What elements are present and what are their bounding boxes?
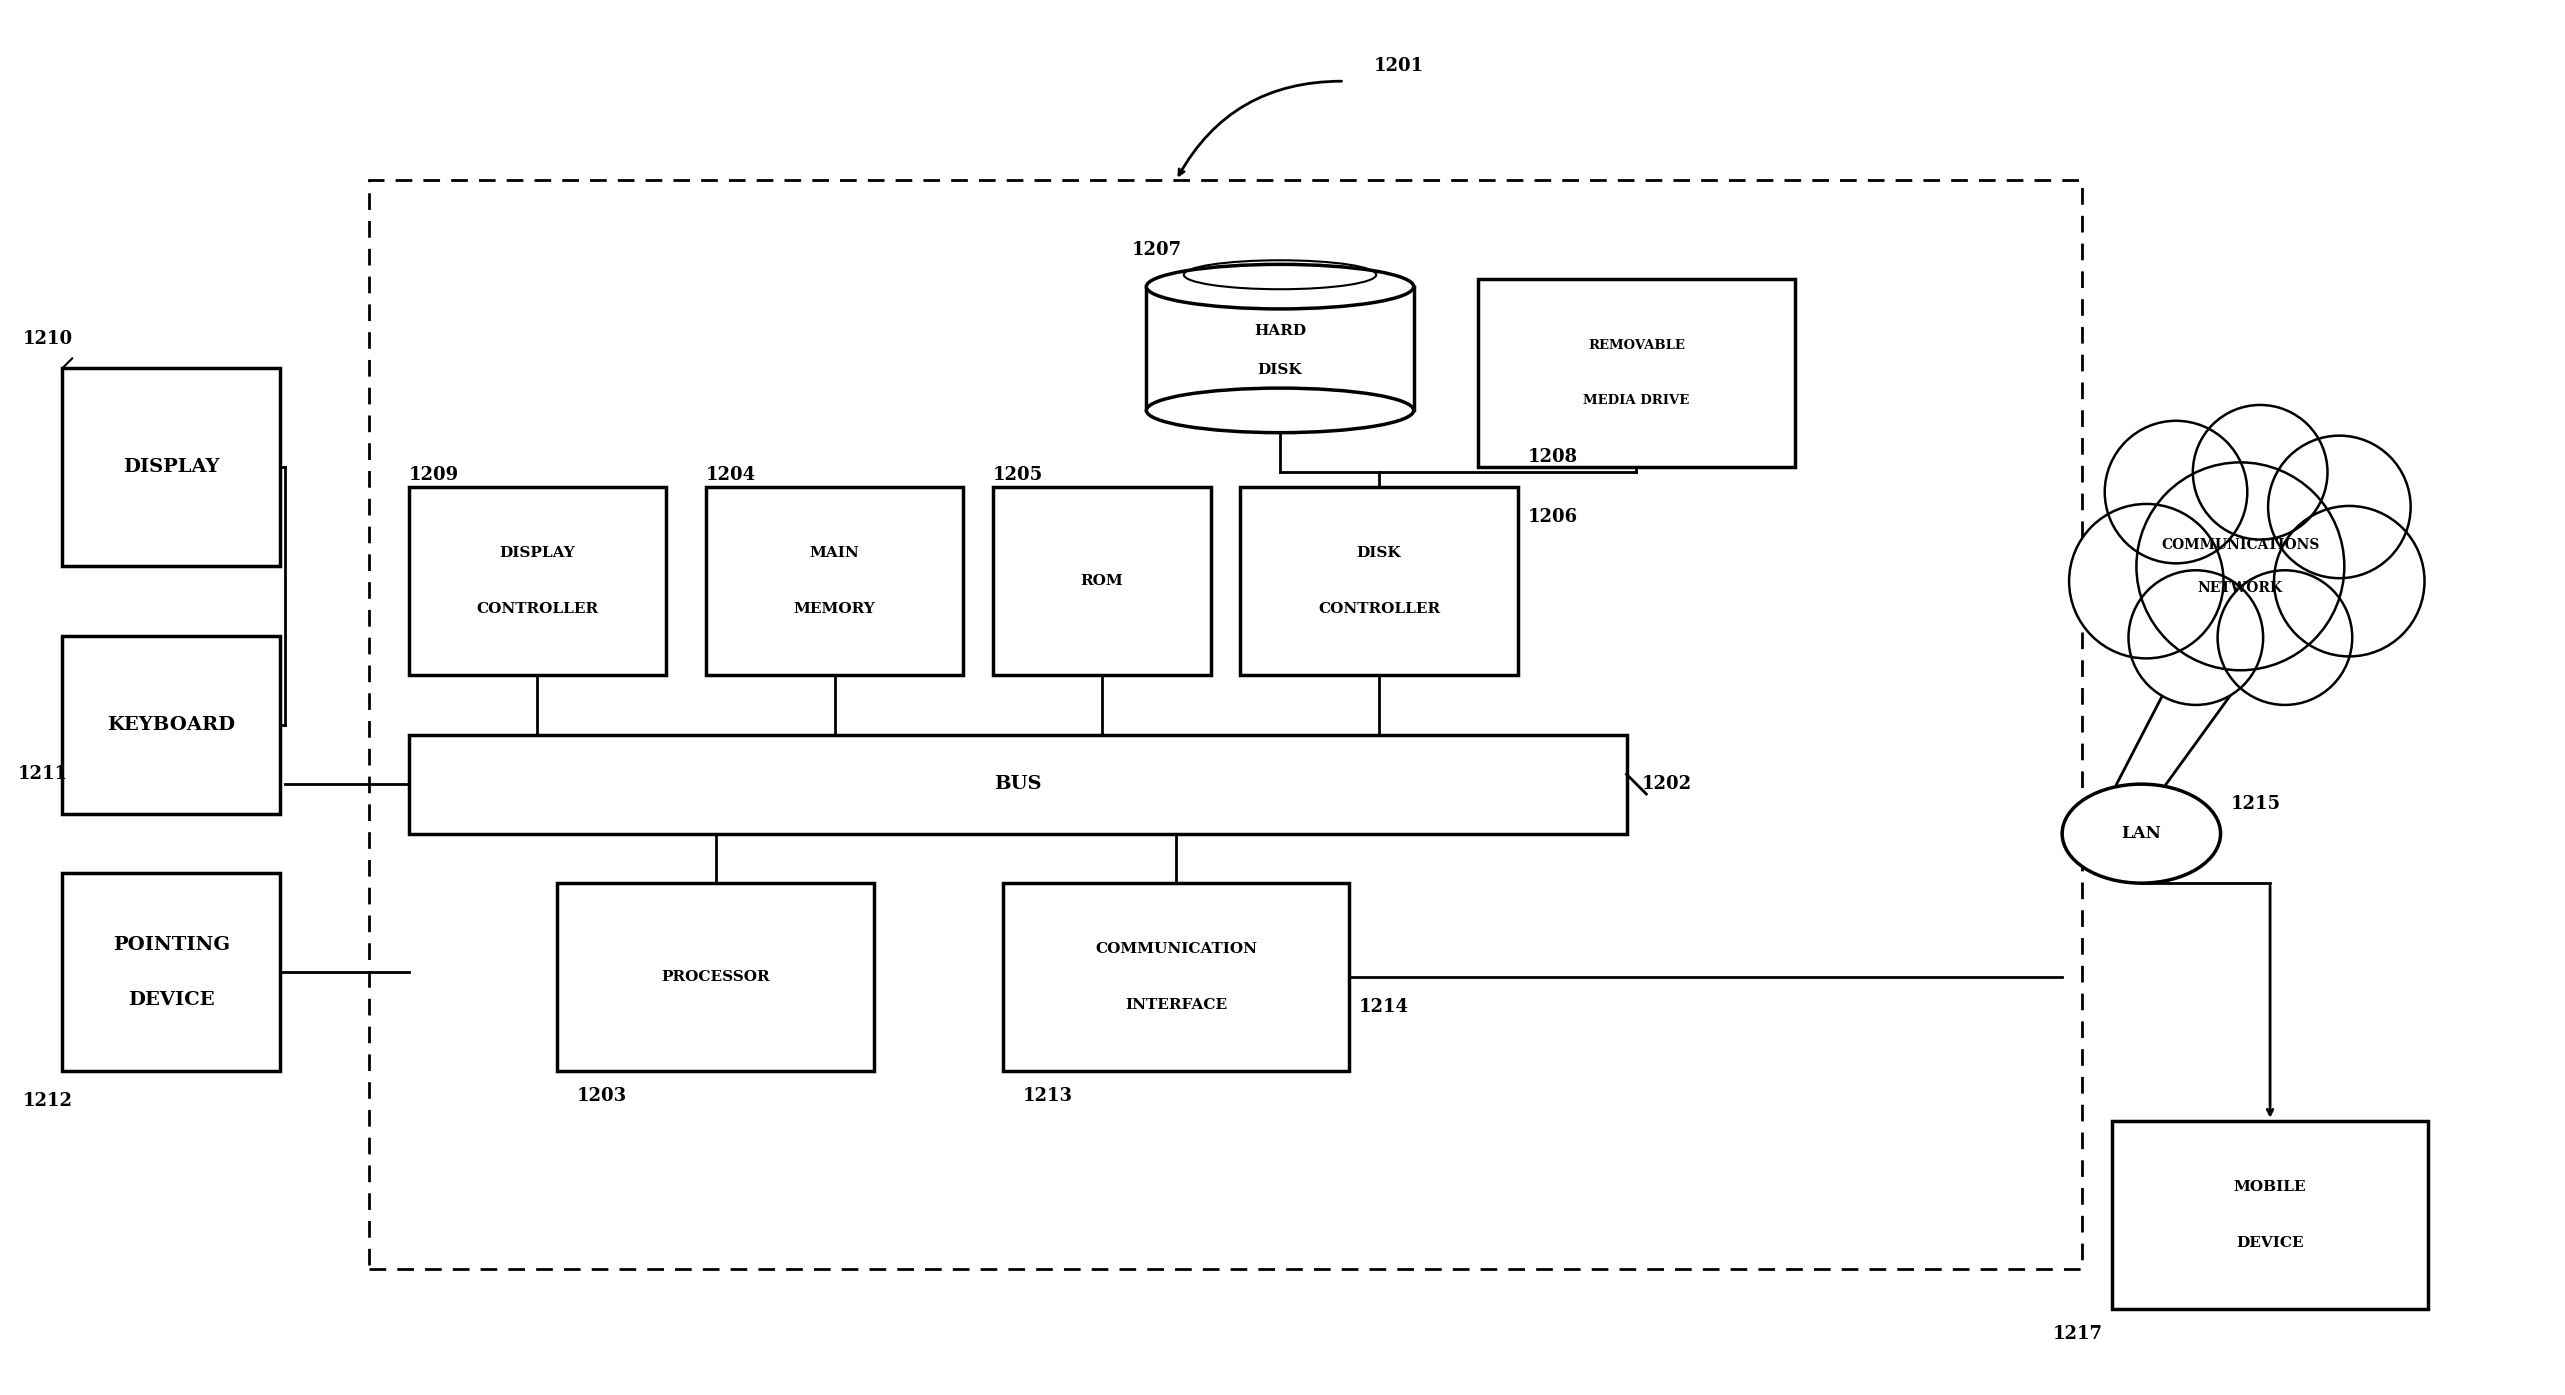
Bar <box>1477 279 1795 467</box>
Bar <box>369 180 2083 1269</box>
Circle shape <box>2267 435 2411 578</box>
Text: 1209: 1209 <box>408 466 459 484</box>
Text: PROCESSOR: PROCESSOR <box>662 970 769 985</box>
Bar <box>557 883 875 1071</box>
Text: MOBILE: MOBILE <box>2234 1180 2306 1194</box>
Bar <box>1003 883 1349 1071</box>
Text: INTERFACE: INTERFACE <box>1126 997 1226 1011</box>
Ellipse shape <box>2062 784 2221 883</box>
Text: 1210: 1210 <box>23 329 72 347</box>
Text: DISK: DISK <box>1257 363 1303 377</box>
Text: DISK: DISK <box>1357 547 1400 561</box>
Text: 1214: 1214 <box>1359 997 1408 1016</box>
Text: 1211: 1211 <box>18 766 67 783</box>
Bar <box>62 636 280 813</box>
Text: BUS: BUS <box>993 776 1041 794</box>
Ellipse shape <box>1147 265 1413 308</box>
Text: DEVICE: DEVICE <box>128 990 215 1009</box>
Circle shape <box>2193 405 2326 540</box>
Text: KEYBOARD: KEYBOARD <box>108 716 236 734</box>
Text: 1207: 1207 <box>1131 240 1182 258</box>
Text: HARD: HARD <box>1254 324 1306 338</box>
Bar <box>62 873 280 1071</box>
Text: NETWORK: NETWORK <box>2198 582 2283 596</box>
Text: MEMORY: MEMORY <box>793 601 875 615</box>
Text: 1204: 1204 <box>705 466 757 484</box>
Text: 1206: 1206 <box>1529 508 1577 526</box>
Bar <box>408 487 667 675</box>
Bar <box>993 487 1211 675</box>
Bar <box>62 368 280 566</box>
Bar <box>408 735 1626 834</box>
Circle shape <box>2219 571 2352 704</box>
Circle shape <box>2070 504 2224 658</box>
Text: 1215: 1215 <box>2232 795 2280 813</box>
Circle shape <box>2106 421 2247 564</box>
Text: 1203: 1203 <box>577 1087 628 1105</box>
Bar <box>1147 286 1413 410</box>
Bar <box>1241 487 1518 675</box>
Text: 1212: 1212 <box>23 1092 72 1110</box>
Circle shape <box>2129 571 2262 704</box>
Text: 1205: 1205 <box>993 466 1044 484</box>
Text: ROM: ROM <box>1080 575 1123 589</box>
Text: 1217: 1217 <box>2052 1325 2103 1342</box>
Text: REMOVABLE: REMOVABLE <box>1588 339 1685 352</box>
Text: POINTING: POINTING <box>113 936 231 954</box>
Text: DISPLAY: DISPLAY <box>123 459 221 476</box>
Text: 1202: 1202 <box>1642 776 1690 794</box>
Circle shape <box>2137 462 2344 670</box>
Text: CONTROLLER: CONTROLLER <box>477 601 598 615</box>
Text: DEVICE: DEVICE <box>2237 1236 2303 1250</box>
Text: COMMUNICATION: COMMUNICATION <box>1095 943 1257 957</box>
Text: DISPLAY: DISPLAY <box>500 547 575 561</box>
Text: 1213: 1213 <box>1023 1087 1072 1105</box>
Ellipse shape <box>1147 388 1413 432</box>
Bar <box>705 487 964 675</box>
Text: LAN: LAN <box>2121 824 2162 843</box>
Bar <box>2111 1120 2429 1309</box>
Text: CONTROLLER: CONTROLLER <box>1318 601 1439 615</box>
Circle shape <box>2275 506 2424 657</box>
Text: 1208: 1208 <box>1529 448 1577 466</box>
Text: 1216: 1216 <box>2121 444 2173 462</box>
Text: MEDIA DRIVE: MEDIA DRIVE <box>1583 395 1690 407</box>
Text: COMMUNICATIONS: COMMUNICATIONS <box>2162 537 2319 551</box>
Text: 1201: 1201 <box>1375 57 1424 75</box>
Text: MAIN: MAIN <box>811 547 859 561</box>
